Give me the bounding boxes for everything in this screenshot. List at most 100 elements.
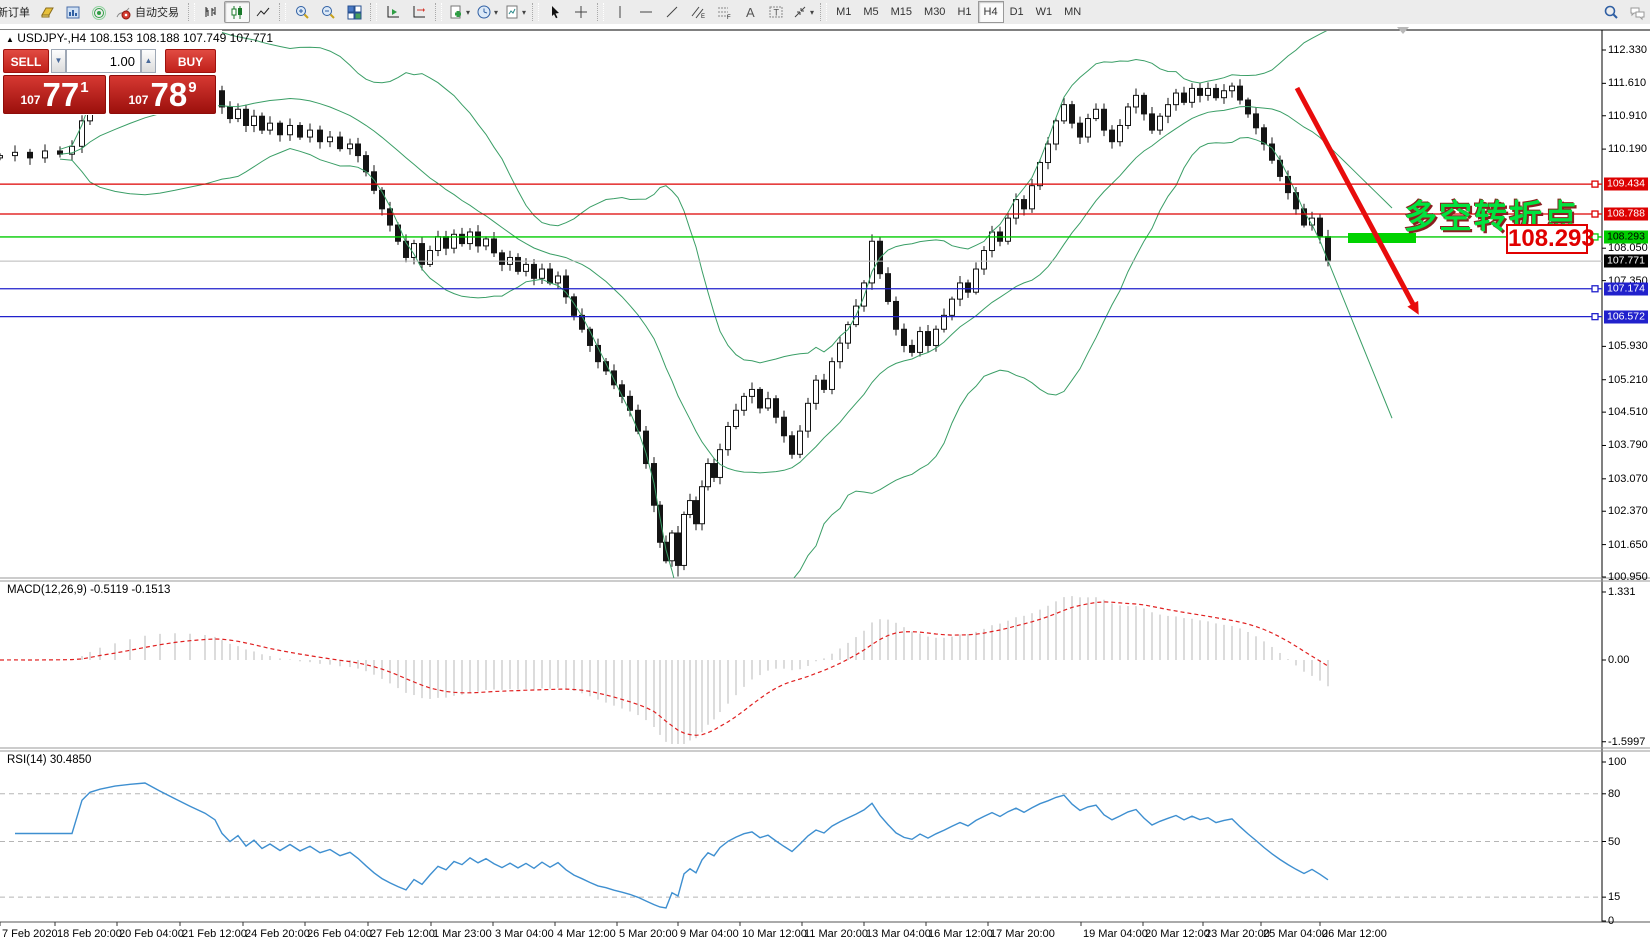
trendline-icon [666,6,677,17]
macd-tick-label: -1.5997 [1608,735,1646,748]
zoom-out-icon [321,5,335,19]
vertical-line-button[interactable] [607,1,633,23]
periods-clock-button[interactable]: ▾ [473,1,501,23]
price-tick-label: 103.070 [1608,472,1648,485]
equidistant-channel-icon: E [691,6,705,20]
timeframe-button-m15[interactable]: M15 [890,6,913,18]
sell-button[interactable]: SELL [3,49,49,73]
buy-price-big: 78 [150,76,188,113]
indicators-caret-icon[interactable]: ▾ [466,7,471,17]
equidistant-channel-button[interactable]: E [685,1,711,23]
price-tick-label: 105.210 [1608,373,1648,386]
trendline-button[interactable] [659,1,685,23]
price-tick-label: 110.910 [1608,109,1647,122]
horizontal-line-button[interactable] [633,1,659,23]
signals-button[interactable] [86,1,112,23]
volume-increment-button[interactable]: ▲ [141,49,156,73]
sell-price-big: 77 [42,76,80,113]
navigator-button[interactable] [60,1,86,23]
templates-icon [506,5,518,18]
history-book-button[interactable] [34,1,60,23]
bars-chart-button[interactable] [198,1,224,23]
autotrading-button[interactable]: 自动交易 [112,1,185,23]
chart-canvas[interactable] [0,24,1650,950]
time-tick-label: 16 Mar 12:00 [928,928,993,940]
volume-input[interactable] [66,49,141,73]
new-order-button[interactable]: 新订单 [0,7,30,19]
arrows-shapes-caret-icon[interactable]: ▾ [810,7,815,17]
time-tick-label: 4 Mar 12:00 [557,928,616,940]
text-label-button[interactable]: T [763,1,789,23]
rsi-tick-label: 80 [1608,787,1621,800]
macd-tick-label: 1.331 [1608,585,1636,598]
time-tick-label: 10 Mar 12:00 [742,928,807,940]
autotrading-icon [116,7,131,19]
rsi-tick-label: 15 [1608,891,1621,904]
toolbar-separator [279,3,286,21]
indicators-button[interactable]: ▾ [445,1,473,23]
bars-chart-icon [205,6,215,17]
time-tick-label: 26 Feb 04:00 [307,928,372,940]
line-chart-icon [256,7,269,16]
zoom-out-button[interactable] [315,1,341,23]
zoom-in-icon [295,5,309,19]
navigator-icon [66,6,79,18]
time-tick-label: 9 Mar 04:00 [680,928,739,940]
trend-arrow-head [1407,300,1419,315]
tile-windows-button[interactable] [341,1,367,23]
chat-button[interactable] [1624,1,1650,23]
svg-text:E: E [701,14,705,20]
line-chart-button[interactable] [250,1,276,23]
time-tick-label: 21 Feb 12:00 [182,928,247,940]
volume-decrement-button[interactable]: ▼ [51,49,66,73]
svg-text:A: A [746,5,755,20]
one-click-trade-widget[interactable]: ▲ USDJPY-,H4 108.153 108.188 107.749 107… [0,30,273,115]
svg-text:F: F [727,15,731,21]
timeframe-button-h4[interactable]: H4 [977,1,1004,23]
price-level-badge: 107.771 [1604,254,1648,268]
timeframe-button-w1[interactable]: W1 [1035,6,1053,18]
rsi-pane [0,782,1602,909]
price-tick-label: 101.650 [1608,538,1648,551]
price-tick-label: 112.330 [1608,44,1647,56]
green-highlight-bar [1348,233,1416,243]
time-tick-label: 17 Mar 20:00 [990,928,1055,940]
chart-window[interactable]: 112.330 111.610 110.910 110.190 108.050 107.3… [0,24,1650,950]
chart-shift-button[interactable] [406,1,432,23]
time-tick-label: 20 Mar 12:00 [1145,928,1210,940]
timeframe-button-m30[interactable]: M30 [924,6,946,18]
templates-caret-icon[interactable]: ▾ [522,7,527,17]
time-tick-label: 20 Feb 04:00 [119,928,184,940]
timeframe-button-m1[interactable]: M1 [836,6,852,18]
timeframe-button-h1[interactable]: H1 [957,6,972,18]
fibonacci-button[interactable]: F [711,1,737,23]
auto-scroll-button[interactable] [380,1,406,23]
timeframe-button-m5[interactable]: M5 [863,6,879,18]
price-tick-label: 105.930 [1608,340,1648,353]
price-annotation-box: 108.293 [1506,224,1595,254]
candles-chart-button[interactable] [224,1,250,23]
templates-button[interactable]: ▾ [501,1,529,23]
buy-price-panel[interactable]: 107 78 9 [109,75,216,114]
price-level-badge: 108.788 [1604,207,1648,221]
search-button[interactable] [1598,1,1624,23]
arrows-shapes-button[interactable]: ▾ [789,1,817,23]
svg-text:T: T [773,7,779,17]
periods-clock-icon [477,5,491,18]
periods-clock-caret-icon[interactable]: ▾ [494,7,499,17]
text-button[interactable]: A [737,1,763,23]
crosshair-button[interactable] [568,1,594,23]
collapse-arrow-icon[interactable]: ▲ [6,35,14,44]
signals-icon [91,5,106,20]
buy-button[interactable]: BUY [165,49,216,73]
zoom-in-button[interactable] [289,1,315,23]
macd-pane [0,596,1329,744]
timeframe-button-d1[interactable]: D1 [1009,6,1024,18]
timeframe-button-mn[interactable]: MN [1064,6,1082,18]
cursor-button[interactable] [542,1,568,23]
price-tick-label: 110.190 [1608,143,1647,156]
autotrading-label: 自动交易 [135,7,179,19]
time-tick-label: 11 Mar 20:00 [804,928,869,940]
sell-price-panel[interactable]: 107 77 1 [3,75,106,114]
price-tick-label: 100.950 [1608,571,1648,583]
